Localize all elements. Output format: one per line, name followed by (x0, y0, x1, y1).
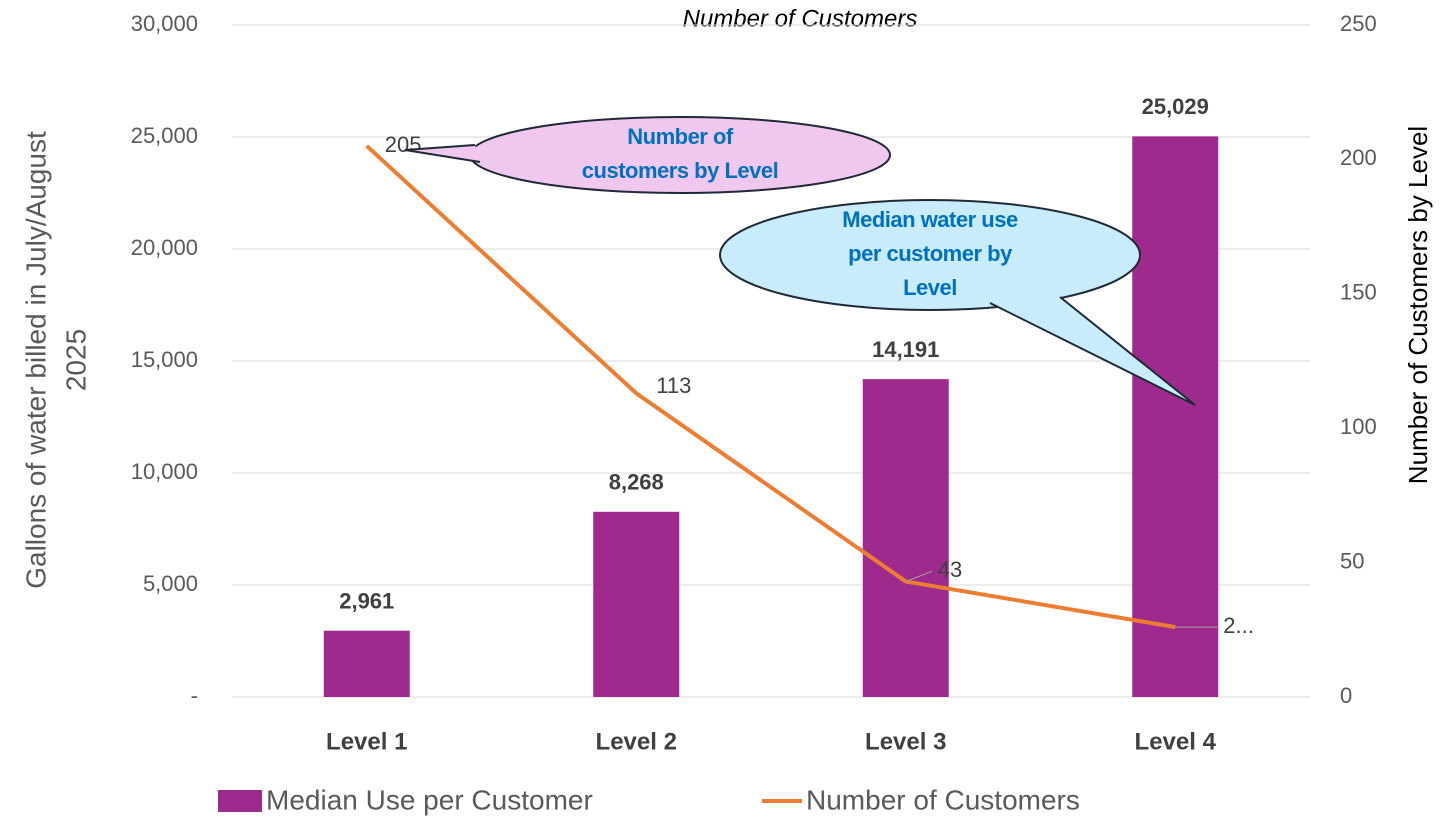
callout-text: Median water use (842, 207, 1018, 232)
bar-value-label: 14,191 (872, 337, 939, 362)
y2-tick-label: 200 (1340, 145, 1377, 170)
x-tick-label: Level 2 (596, 728, 677, 755)
chart-title: Number of Customers (683, 5, 918, 32)
y-tick-label: 25,000 (131, 123, 198, 148)
bar-value-label: 2,961 (339, 588, 394, 613)
y2-tick-label: 150 (1340, 280, 1377, 305)
legend-swatch (218, 790, 262, 812)
y-tick-label: 15,000 (131, 347, 198, 372)
y2-tick-label: 250 (1340, 11, 1377, 36)
y2-tick-label: 50 (1340, 548, 1364, 573)
y-tick-label: 10,000 (131, 459, 198, 484)
y-tick-label: - (191, 683, 198, 708)
x-tick-label: Level 1 (326, 728, 407, 755)
bar (862, 379, 949, 697)
y-axis-label: Gallons of water billed in July/August (20, 131, 51, 589)
callout-tail (989, 296, 1196, 406)
callout-bubble (719, 199, 1141, 311)
y2-axis-label: Number of Customers by Level (1403, 126, 1433, 484)
callout-text: customers by Level (582, 158, 778, 183)
y2-tick-label: 100 (1340, 414, 1377, 439)
bar-value-label: 25,029 (1142, 94, 1209, 119)
line (365, 144, 1176, 630)
x-tick-label: Level 3 (865, 728, 946, 755)
line-value-label: 205 (385, 132, 422, 157)
bar-value-label: 8,268 (609, 470, 664, 495)
legend-label: Number of Customers (806, 784, 1080, 815)
bar (1132, 136, 1219, 697)
line-value-label: 113 (656, 373, 691, 398)
y2-tick-label: 0 (1340, 683, 1352, 708)
callout-text: Level (903, 275, 957, 300)
legend-label: Median Use per Customer (266, 784, 593, 815)
y-axis-label: 2025 (60, 329, 91, 391)
line-value-label: 43 (938, 557, 962, 582)
bar (593, 511, 680, 697)
callout-text: Number of (627, 124, 734, 149)
leader-line (905, 570, 932, 582)
line-value-label: 2... (1223, 613, 1254, 638)
y-tick-label: 20,000 (131, 235, 198, 260)
x-tick-label: Level 4 (1135, 728, 1217, 755)
y-tick-label: 30,000 (131, 11, 198, 36)
callout-text: per customer by (848, 241, 1013, 266)
bar (323, 630, 410, 697)
callout-tail (404, 144, 481, 163)
y-tick-label: 5,000 (143, 571, 198, 596)
